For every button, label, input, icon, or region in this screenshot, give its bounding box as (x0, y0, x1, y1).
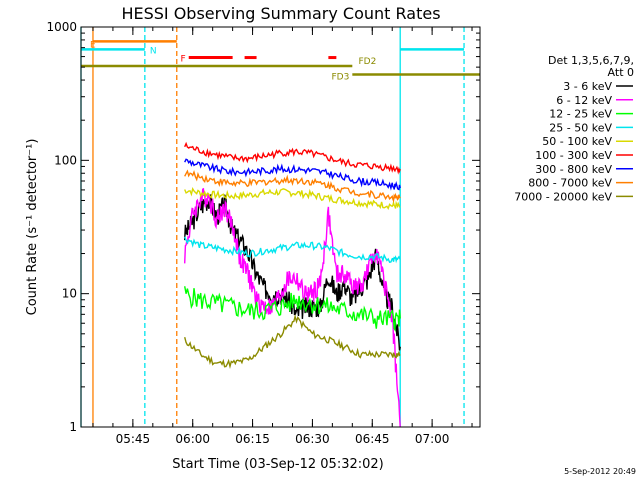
series-line-800-7000-kev (184, 169, 401, 204)
series-line-50-100-kev (184, 186, 401, 211)
x-tick-label: 06:30 (295, 432, 330, 446)
x-axis-label: Start Time (03-Sep-12 05:32:02) (172, 457, 383, 472)
legend-label-3-6-kev: 3 - 6 keV (563, 80, 612, 93)
legend-label-300-800-kev: 300 - 800 keV (535, 163, 612, 176)
series-line-100-300-kev (184, 141, 401, 175)
legend-label-6-12-kev: 6 - 12 keV (556, 94, 612, 107)
chart-title: HESSI Observing Summary Count Rates (121, 4, 440, 23)
series-line-300-800-kev (184, 158, 401, 191)
flag-label-fd3: FD3 (331, 73, 349, 83)
legend-label-50-100-kev: 50 - 100 keV (542, 135, 612, 148)
y-tick-label: 1000 (46, 20, 77, 34)
flag-label-eclipse: E (90, 40, 96, 50)
y-axis-label: Count Rate (s⁻¹ detector⁻¹) (25, 139, 40, 316)
legend-label-800-7000-kev: 800 - 7000 keV (528, 177, 612, 190)
legend-label-7000-20000-kev: 7000 - 20000 keV (514, 190, 612, 203)
flag-label-flare: F (181, 55, 186, 65)
x-tick-label: 07:00 (415, 432, 450, 446)
x-tick-label: 05:45 (116, 432, 151, 446)
flag-label-fd2: FD2 (358, 57, 376, 67)
flag-label-night: N (150, 46, 157, 56)
legend-label-12-25-kev: 12 - 25 keV (549, 108, 612, 121)
series-line-12-25-kev (184, 286, 401, 332)
y-tick-label: 10 (62, 287, 77, 301)
series-line-6-12-kev (184, 187, 401, 428)
y-tick-label: 1 (69, 420, 77, 434)
x-tick-label: 06:45 (355, 432, 390, 446)
legend-header: Att 0 (608, 66, 634, 79)
series-line-7000-20000-kev (184, 313, 401, 370)
plot-frame (80, 26, 481, 428)
legend-header: Det 1,3,5,6,7,9, (548, 54, 634, 67)
x-tick-label: 06:15 (235, 432, 270, 446)
timestamp: 5-Sep-2012 20:49 (564, 467, 636, 476)
legend-label-100-300-kev: 100 - 300 keV (535, 149, 612, 162)
series-line-25-50-kev (184, 236, 401, 264)
y-tick-label: 100 (54, 153, 77, 167)
x-tick-label: 06:00 (175, 432, 210, 446)
legend-label-25-50-kev: 25 - 50 keV (549, 121, 612, 134)
